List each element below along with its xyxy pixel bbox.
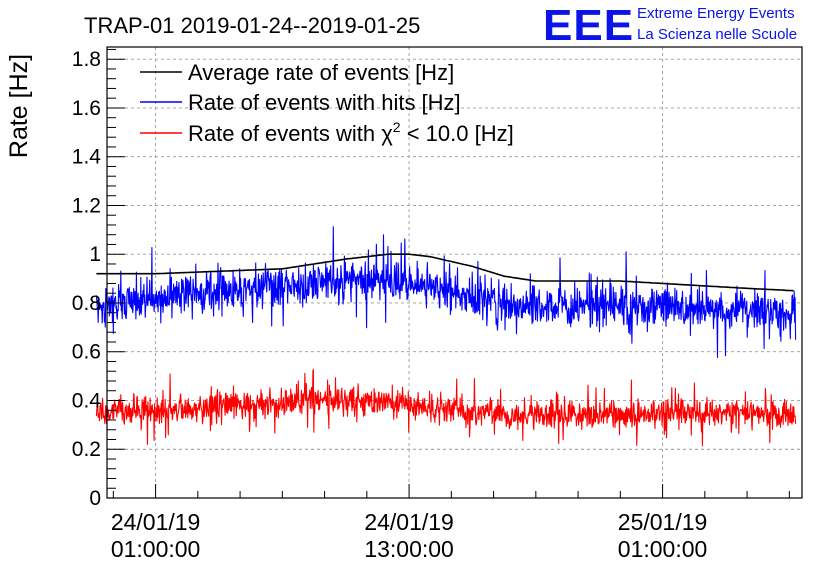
eee-logo-line1: Extreme Energy Events <box>637 5 795 22</box>
y-tick-label: 0 <box>89 487 101 510</box>
y-tick-label: 0.8 <box>72 292 101 315</box>
plot-frame <box>106 46 803 499</box>
x-tick-label-date: 24/01/19 <box>364 509 454 535</box>
eee-logo-line2: La Scienza nelle Scuole <box>637 26 797 43</box>
series-line-chi2 <box>95 368 797 447</box>
x-tick-label-date: 25/01/19 <box>618 509 708 535</box>
y-tick-label: 1.2 <box>72 194 101 217</box>
eee-logo-mark: EEE <box>543 1 634 50</box>
legend-label-hits: Rate of events with hits [Hz] <box>188 90 461 115</box>
legend-label-chi2-prefix: Rate of events with <box>188 121 381 146</box>
y-tick-label: 0.6 <box>72 341 101 364</box>
x-tick-label-time: 01:00:00 <box>111 536 201 562</box>
legend-label-chi2-suffix: < 10.0 [Hz] <box>401 121 514 146</box>
chart-title: TRAP-01 2019-01-24--2019-01-25 <box>84 13 420 38</box>
series-line-hits <box>95 226 797 359</box>
legend-label-chi2: Rate of events with χ2 < 10.0 [Hz] <box>188 119 514 146</box>
y-axis: 0 0.2 0.4 0.6 0.8 1 1.2 1.4 1.6 1.8 <box>72 48 125 510</box>
y-axis-label: Rate [Hz] <box>5 54 33 158</box>
x-tick-label-time: 13:00:00 <box>364 536 454 562</box>
eee-logo: EEE Extreme Energy Events La Scienza nel… <box>543 1 797 50</box>
series-layer <box>95 226 797 447</box>
plot-background <box>107 47 802 498</box>
y-tick-label: 1.6 <box>72 97 101 120</box>
series-line-average <box>96 253 794 292</box>
legend: Average rate of events [Hz] Rate of even… <box>140 60 514 146</box>
legend-label-average: Average rate of events [Hz] <box>188 60 454 85</box>
y-tick-label: 0.4 <box>72 389 102 412</box>
legend-label-chi2-sup: 2 <box>393 119 401 135</box>
y-tick-label: 1.4 <box>72 146 102 169</box>
y-tick-label: 1 <box>89 243 101 266</box>
legend-label-chi2-symbol: χ <box>381 121 393 146</box>
y-tick-label: 0.2 <box>72 438 101 461</box>
x-tick-label-date: 24/01/19 <box>111 509 201 535</box>
y-tick-label: 1.8 <box>72 48 101 71</box>
x-axis: 24/01/1901:00:0024/01/1913:00:0025/01/19… <box>111 484 790 562</box>
x-tick-label-time: 01:00:00 <box>618 536 708 562</box>
